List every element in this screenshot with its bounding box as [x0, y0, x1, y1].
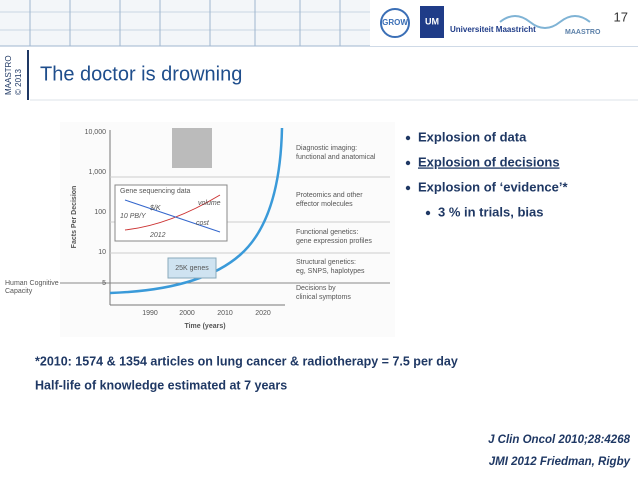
y-tick-label: 5: [102, 280, 106, 287]
layer-label: Structural genetics:: [296, 259, 356, 266]
reference: JMI 2012 Friedman, Rigby: [489, 456, 631, 468]
x-tick-label: 1990: [142, 310, 158, 317]
logo-area: [370, 0, 638, 46]
x-tick-label: 2020: [255, 310, 271, 317]
inset-label: $/K: [149, 205, 161, 212]
y-axis-label: Facts Per Decision: [71, 186, 78, 249]
bullet-dot: [405, 135, 411, 141]
genes-box: [167, 257, 217, 279]
logo-text: UM: [425, 16, 439, 26]
x-tick-label: 2000: [179, 310, 195, 317]
layer-label: gene expression profiles: [296, 238, 372, 245]
imaging-thumbnail: [172, 128, 212, 168]
bullet-text: Explosion of decisions: [418, 154, 560, 169]
inset-label: cost: [196, 220, 210, 227]
layer-label: effector molecules: [296, 201, 353, 208]
y-tick-label: 100: [94, 209, 106, 216]
inset-curve: [124, 199, 221, 233]
layer-label: eg, SNPS, haplotypes: [296, 268, 365, 275]
y-tick-label: 1,000: [88, 169, 106, 176]
inset-label: volume: [198, 200, 221, 207]
side-label: MAASTRO: [4, 55, 13, 95]
y-tick-label: 10,000: [85, 129, 107, 136]
capacity-label: Capacity: [5, 288, 33, 295]
inset-box: [114, 184, 228, 242]
inset-title: Gene sequencing data: [120, 188, 191, 195]
side-label: © 2013: [14, 69, 23, 95]
um-logo: [420, 6, 444, 38]
layer-label: clinical symptoms: [296, 294, 351, 301]
maastro-wave: [499, 15, 591, 29]
bullet-text: Explosion of ‘evidence’*: [418, 179, 568, 194]
title: The doctor is drowning: [40, 63, 242, 85]
growth-curve: [109, 127, 284, 295]
x-axis-label: Time (years): [184, 323, 225, 330]
logo-text: Universiteit Maastricht: [450, 25, 536, 34]
y-tick-label: 10: [98, 249, 106, 256]
bullet-dot: [405, 185, 411, 191]
bullet-dot: [425, 210, 431, 216]
note: *2010: 1574 & 1354 articles on lung canc…: [35, 354, 458, 368]
layer-label: Functional genetics:: [296, 229, 358, 236]
bullet-text: Explosion of data: [418, 129, 527, 144]
grow-logo: [380, 8, 410, 38]
reference: J Clin Oncol 2010;28:4268: [488, 434, 631, 446]
bullet-text: 3 % in trials, bias: [438, 204, 544, 219]
genes-label: 25K genes: [175, 265, 209, 272]
capacity-label: Human Cognitive: [5, 280, 59, 287]
layer-label: functional and anatomical: [296, 154, 376, 161]
layer-label: Diagnostic imaging:: [296, 145, 357, 152]
figure: [60, 122, 395, 337]
inset-curve: [124, 194, 221, 231]
layer-label: Proteomics and other: [296, 192, 363, 199]
slide-number: 17: [614, 9, 628, 24]
logo-text: MAASTRO: [565, 29, 601, 36]
inset-label: 2012: [149, 232, 166, 239]
logo-text: GROW: [382, 18, 408, 27]
inset-label: 10 PB/Y: [120, 213, 147, 220]
x-tick-label: 2010: [217, 310, 233, 317]
layer-label: Decisions by: [296, 285, 336, 292]
bullet-dot: [405, 160, 411, 166]
note: Half-life of knowledge estimated at 7 ye…: [35, 378, 287, 392]
title-bar: [27, 50, 29, 100]
